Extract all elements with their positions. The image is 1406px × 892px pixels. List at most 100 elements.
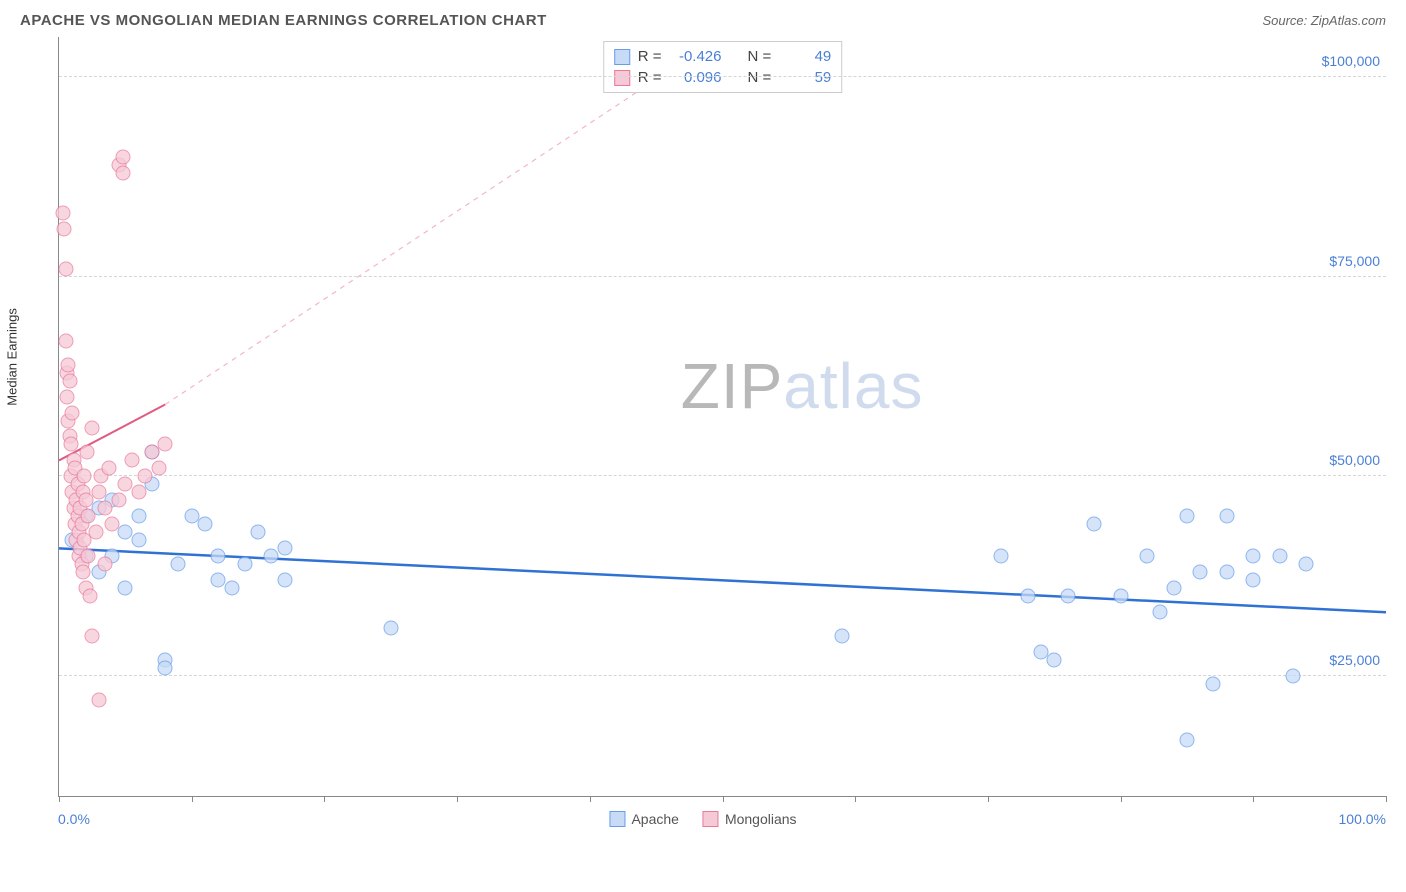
chart-header: APACHE VS MONGOLIAN MEDIAN EARNINGS CORR…	[20, 12, 1386, 29]
data-point	[115, 149, 130, 164]
gridline-h	[59, 276, 1386, 277]
y-tick-label: $75,000	[1329, 253, 1380, 269]
data-point	[131, 509, 146, 524]
x-tick	[590, 796, 591, 802]
stats-n-label: N =	[748, 69, 772, 86]
data-point	[131, 533, 146, 548]
data-point	[1113, 589, 1128, 604]
data-point	[58, 333, 73, 348]
trend-line	[59, 548, 1386, 612]
legend-label: Mongolians	[725, 811, 797, 827]
legend-item: Apache	[609, 811, 678, 827]
source-label: Source: ZipAtlas.com	[1262, 13, 1386, 28]
stats-r-value: -0.426	[670, 48, 722, 65]
legend-label: Apache	[631, 811, 678, 827]
data-point	[91, 693, 106, 708]
data-point	[834, 629, 849, 644]
data-point	[81, 509, 96, 524]
data-point	[1153, 605, 1168, 620]
data-point	[277, 541, 292, 556]
data-point	[85, 629, 100, 644]
data-point	[144, 445, 159, 460]
data-point	[61, 357, 76, 372]
x-axis-end-label: 100.0%	[1339, 811, 1386, 827]
watermark-part1: ZIP	[681, 350, 784, 422]
legend-swatch	[609, 811, 625, 827]
trend-lines	[59, 37, 1386, 796]
data-point	[237, 557, 252, 572]
plot-area: ZIPatlas R = -0.426 N = 49 R = 0.096 N = 59 $25…	[58, 37, 1386, 797]
bottom-legend: Apache Mongolians	[609, 811, 796, 827]
data-point	[1206, 677, 1221, 692]
x-tick	[457, 796, 458, 802]
gridline-h	[59, 475, 1386, 476]
data-point	[102, 461, 117, 476]
data-point	[89, 525, 104, 540]
gridline-h	[59, 76, 1386, 77]
data-point	[1087, 517, 1102, 532]
data-point	[118, 581, 133, 596]
y-tick-label: $100,000	[1322, 53, 1380, 69]
x-tick	[988, 796, 989, 802]
data-point	[98, 557, 113, 572]
gridline-h	[59, 675, 1386, 676]
legend-swatch	[703, 811, 719, 827]
stats-legend-box: R = -0.426 N = 49 R = 0.096 N = 59	[603, 41, 843, 93]
data-point	[105, 517, 120, 532]
data-point	[1179, 509, 1194, 524]
chart-title: APACHE VS MONGOLIAN MEDIAN EARNINGS CORR…	[20, 12, 547, 29]
x-tick	[1253, 796, 1254, 802]
data-point	[79, 445, 94, 460]
data-point	[1179, 733, 1194, 748]
stats-swatch	[614, 70, 630, 86]
data-point	[82, 589, 97, 604]
data-point	[138, 469, 153, 484]
data-point	[994, 549, 1009, 564]
data-point	[124, 453, 139, 468]
stats-n-value: 59	[779, 69, 831, 86]
data-point	[78, 493, 93, 508]
data-point	[62, 373, 77, 388]
x-tick	[59, 796, 60, 802]
data-point	[1299, 557, 1314, 572]
stats-n-value: 49	[779, 48, 831, 65]
data-point	[59, 389, 74, 404]
watermark: ZIPatlas	[681, 349, 924, 423]
data-point	[115, 165, 130, 180]
data-point	[1219, 509, 1234, 524]
x-tick	[1121, 796, 1122, 802]
stats-r-label: R =	[638, 69, 662, 86]
data-point	[224, 581, 239, 596]
data-point	[131, 485, 146, 500]
stats-row: R = 0.096 N = 59	[614, 67, 832, 88]
x-tick	[324, 796, 325, 802]
data-point	[1246, 549, 1261, 564]
x-axis-start-label: 0.0%	[58, 811, 90, 827]
data-point	[1020, 589, 1035, 604]
data-point	[197, 517, 212, 532]
stats-r-value: 0.096	[670, 69, 722, 86]
data-point	[81, 549, 96, 564]
data-point	[58, 261, 73, 276]
x-tick	[855, 796, 856, 802]
data-point	[55, 205, 70, 220]
data-point	[158, 661, 173, 676]
data-point	[151, 461, 166, 476]
stats-n-label: N =	[748, 48, 772, 65]
data-point	[251, 525, 266, 540]
data-point	[158, 437, 173, 452]
legend-item: Mongolians	[703, 811, 797, 827]
data-point	[75, 565, 90, 580]
y-tick-label: $50,000	[1329, 452, 1380, 468]
stats-r-label: R =	[638, 48, 662, 65]
y-tick-label: $25,000	[1329, 652, 1380, 668]
data-point	[91, 485, 106, 500]
trend-line	[165, 53, 696, 405]
data-point	[111, 493, 126, 508]
stats-swatch	[614, 49, 630, 65]
chart-container: Median Earnings ZIPatlas R =-0.426N =49R…	[20, 37, 1386, 857]
data-point	[1286, 669, 1301, 684]
data-point	[85, 421, 100, 436]
data-point	[383, 621, 398, 636]
data-point	[1219, 565, 1234, 580]
